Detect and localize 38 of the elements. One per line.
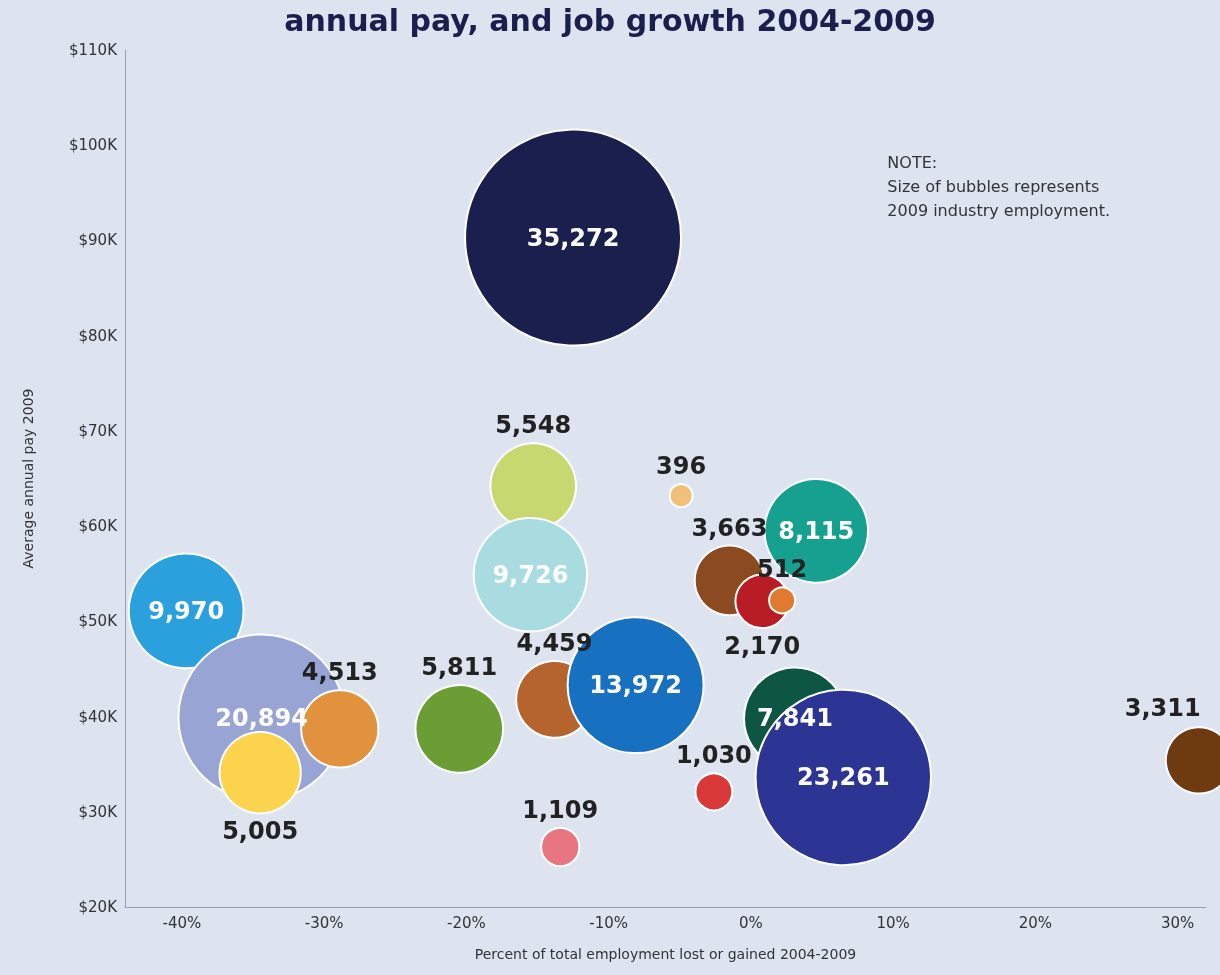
- y-tick-label: $110K: [68, 41, 119, 59]
- data-label: 5,005: [222, 817, 299, 846]
- chart-title: annual pay, and job growth 2004-2009: [284, 2, 936, 38]
- data-label: 1,030: [675, 741, 752, 770]
- data-label: 2,170: [724, 632, 801, 661]
- y-tick-label: $100K: [68, 136, 119, 155]
- data-label: 3,663: [691, 513, 768, 542]
- x-tick-label: 0%: [738, 913, 763, 932]
- annotation: NOTE: Size of bubbles represents 2009 industry employment.: [887, 152, 1111, 220]
- data-label: 9,726: [492, 560, 569, 589]
- y-tick-label: $40K: [78, 707, 119, 726]
- data-label: 396: [656, 452, 707, 481]
- data-label: 5,811: [421, 653, 498, 682]
- y-tick-label: $60K: [78, 517, 119, 536]
- x-tick-label: -30%: [304, 913, 344, 932]
- data-label: 35,272: [526, 223, 620, 252]
- y-tick-label: $20K: [78, 898, 119, 916]
- y-tick-label: $50K: [78, 612, 119, 631]
- y-tick-label: $90K: [78, 231, 119, 250]
- data-label: 4,513: [301, 658, 378, 687]
- x-tick-label: -20%: [446, 913, 486, 932]
- x-tick-label: -10%: [589, 913, 628, 932]
- x-tick-label: 20%: [1018, 913, 1052, 932]
- x-tick-label: 30%: [1160, 913, 1195, 932]
- data-label: 3,311: [1124, 694, 1201, 723]
- y-tick-label: $30K: [78, 802, 119, 821]
- data-label: 9,970: [148, 596, 225, 625]
- data-label: 13,972: [589, 671, 682, 700]
- y-axis-title: Average annual pay 2009: [20, 388, 36, 569]
- x-tick-label: -40%: [162, 913, 202, 932]
- y-tick-label: $70K: [78, 421, 119, 440]
- x-tick-label: 10%: [876, 913, 910, 932]
- data-label: 23,261: [796, 763, 890, 792]
- data-label: 5,548: [495, 411, 572, 440]
- data-label: 8,115: [778, 516, 855, 545]
- x-axis-title: Percent of total employment lost or gained 2004-2009: [474, 946, 857, 962]
- y-tick-label: $80K: [78, 326, 119, 345]
- data-label: 1,109: [522, 795, 599, 824]
